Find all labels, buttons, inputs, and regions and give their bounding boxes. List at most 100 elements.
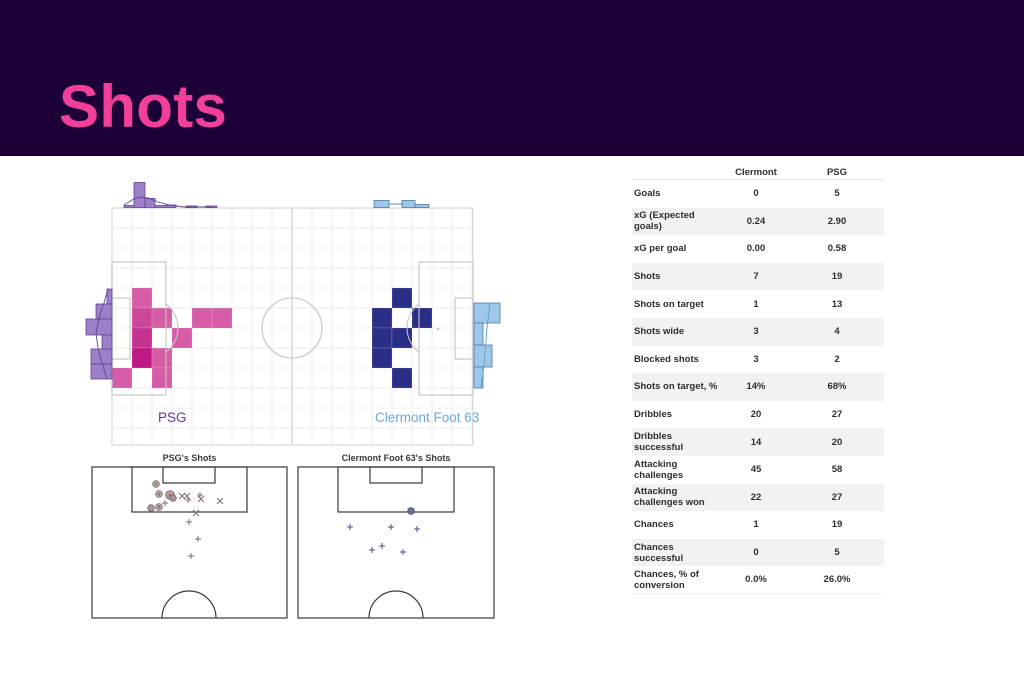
stats-row-attacking-challenges-won: Attacking challenges won 22 27 (632, 483, 884, 512)
stats-row-shots-on-target: Shots on target 1 13 (632, 290, 884, 318)
clermont-value: 45 (750, 464, 762, 476)
heatmap-cell (131, 327, 153, 349)
stats-row-shots: Shots 7 19 (632, 262, 884, 291)
heatmap-cell (371, 307, 393, 329)
shot-marker-plus (185, 497, 191, 503)
stats-row-attacking-challenges: Attacking challenges 45 58 (632, 456, 884, 484)
heatmap-cell (391, 367, 413, 389)
team-label-clermont: Clermont Foot 63 (375, 410, 480, 425)
heatmap-cells-psg (111, 287, 233, 389)
stats-row-goals: Goals 0 5 (632, 180, 884, 208)
shot-marker-circle-plus (152, 480, 160, 488)
clermont-value: 0.24 (746, 215, 766, 227)
heatmap-cell (151, 307, 173, 329)
psg-value: 27 (831, 409, 843, 421)
stat-label: Dribbles successful (634, 431, 684, 454)
shot-marker-circle (169, 494, 177, 502)
shot-marker-plus (414, 526, 420, 532)
stats-row-dribbles: Dribbles 20 27 (632, 401, 884, 429)
header-psg: PSG (826, 166, 848, 178)
team-label-psg: PSG (158, 410, 187, 425)
heatmap-cell (191, 307, 213, 329)
stats-row-dribbles-successful: Dribbles successful 14 20 (632, 428, 884, 456)
header-clermont: Clermont (735, 166, 777, 178)
psg-shot-map (91, 466, 288, 619)
heatmap-cell (211, 307, 233, 329)
clermont-value: 0.00 (746, 243, 766, 255)
psg-value: 68% (827, 381, 847, 393)
stat-label: Goals (634, 188, 661, 200)
heatmap-cell (131, 347, 153, 369)
psg-value: 58 (831, 464, 843, 476)
shot-marker-plus (195, 536, 201, 542)
stat-label: Shots wide (634, 326, 685, 338)
psg-value: 2 (834, 353, 840, 365)
shot-marker-plus (388, 524, 394, 530)
heatmap-cell (171, 327, 193, 349)
clermont-value: 20 (750, 409, 762, 421)
shot-marker-plus (188, 553, 194, 559)
psg-value: 26.0% (823, 574, 851, 586)
shot-marker-plus (379, 543, 385, 549)
stat-label: Shots (634, 271, 661, 283)
shot-marker-plus (400, 549, 406, 555)
stat-label: Dribbles (634, 409, 673, 421)
shot-marker-circle (407, 507, 415, 515)
psg-shot-map-title: PSG's Shots (162, 453, 217, 463)
stats-row-xg-per-goal: xG per goal 0.00 0.58 (632, 235, 884, 263)
clermont-shot-map-title: Clermont Foot 63's Shots (341, 453, 451, 463)
heatmap-cells-clermont (371, 287, 433, 389)
psg-value: 2.90 (827, 215, 847, 227)
psg-value: 27 (831, 491, 843, 503)
shot-marker-plus (162, 500, 168, 506)
stats-row-chances: Chances 1 19 (632, 511, 884, 539)
stat-label: xG per goal (634, 243, 687, 255)
stats-table-header: Clermont PSG (632, 165, 884, 180)
shot-marker-x (192, 509, 200, 517)
stats-table: Clermont PSG Goals 0 5 xG (Expected goal… (632, 165, 884, 594)
shot-marker-circle-plus (155, 490, 163, 498)
psg-value: 4 (834, 326, 840, 338)
stat-label: Shots on target, % (634, 381, 718, 393)
stat-label: Chances, % of conversion (634, 568, 699, 591)
psg-value: 19 (831, 271, 843, 283)
psg-value: 20 (831, 436, 843, 448)
stat-label: Blocked shots (634, 353, 699, 365)
heatmap-cell (151, 367, 173, 389)
stats-row-shots-on-target-pct: Shots on target, % 14% 68% (632, 373, 884, 401)
page-title: Shots (59, 73, 228, 140)
stat-label: Chances successful (634, 541, 684, 564)
shot-marker-x (197, 495, 205, 503)
psg-value: 5 (834, 188, 840, 200)
stats-row-chances-successful: Chances successful 0 5 (632, 538, 884, 567)
clermont-value: 3 (753, 326, 759, 338)
heatmap-cell (411, 307, 433, 329)
heatmap-cell (391, 287, 413, 309)
header-banner: Shots (0, 0, 1024, 156)
heatmap-cell (371, 347, 393, 369)
psg-value: 0.58 (827, 243, 847, 255)
stat-label: Shots on target (634, 298, 704, 310)
shot-marker-plus (186, 519, 192, 525)
shot-marker-x (216, 497, 224, 505)
clermont-value: 14 (750, 436, 762, 448)
heatmap-cell (111, 367, 133, 389)
heatmap-cell (371, 327, 393, 349)
clermont-shot-map (297, 466, 495, 619)
psg-value: 19 (831, 519, 843, 531)
clermont-value: 3 (753, 353, 759, 365)
stats-row-blocked-shots: Blocked shots 3 2 (632, 346, 884, 374)
clermont-value: 22 (750, 491, 762, 503)
clermont-value: 0 (753, 188, 759, 200)
stat-label: Attacking challenges (634, 458, 684, 481)
clermont-value: 7 (753, 271, 759, 283)
stats-row-chances-conversion: Chances, % of conversion 0.0% 26.0% (632, 566, 884, 594)
clermont-value: 1 (753, 298, 759, 310)
stats-row-shots-wide: Shots wide 3 4 (632, 317, 884, 346)
psg-value: 5 (834, 547, 840, 559)
heatmap-cell (131, 307, 153, 329)
stat-label: Chances (634, 519, 674, 531)
clermont-value: 14% (746, 381, 766, 393)
shot-marker-x (183, 492, 191, 500)
